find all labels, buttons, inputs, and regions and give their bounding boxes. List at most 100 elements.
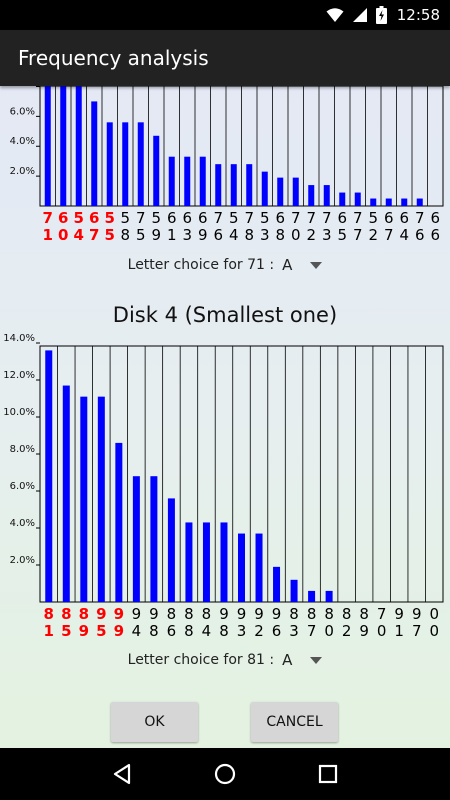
- chart2-x-tick-label: 8: [289, 605, 299, 623]
- chart2-bar: [255, 533, 263, 602]
- chart2-bar: [238, 533, 245, 602]
- chart1-bar: [215, 164, 222, 206]
- back-icon[interactable]: [102, 754, 142, 794]
- chart1-x-tick-label: 6: [337, 209, 347, 227]
- chart-title-disk4: Disk 4 (Smallest one): [112, 303, 338, 327]
- frequency-chart-disk4: 2.0%4.0%6.0%8.0%10.0%12.0%14.0%818589959…: [3, 333, 444, 640]
- chart1-x-tick-label: 3: [182, 226, 192, 244]
- letter-choice-81-spinner[interactable]: Letter choice for 81 : A: [0, 648, 450, 672]
- chart1-bar: [184, 156, 191, 206]
- chart1-y-tick-label: 2.0%: [10, 166, 35, 177]
- home-icon[interactable]: [205, 754, 245, 794]
- chart1-y-tick-label: 8.0%: [10, 86, 35, 87]
- chart1-x-tick-label: 4: [399, 226, 409, 244]
- chart1-x-tick-label: 7: [244, 209, 254, 227]
- chart1-y-tick-label: 6.0%: [10, 106, 35, 117]
- chart1-x-tick-label: 1: [43, 226, 53, 244]
- chart1-x-tick-label: 2: [368, 226, 378, 244]
- chart1-bar: [137, 122, 144, 206]
- letter-choice-71-label: Letter choice for 71 :: [127, 257, 275, 273]
- chart1-x-tick-label: 6: [399, 209, 409, 227]
- chart2-x-tick-label: 7: [307, 622, 317, 640]
- chart2-bar: [202, 522, 210, 602]
- chart2-x-tick-label: 9: [272, 605, 282, 623]
- chart2-x-tick-label: 8: [61, 605, 71, 623]
- chart1-x-tick-label: 6: [275, 209, 285, 227]
- chart1-x-tick-label: 8: [244, 226, 254, 244]
- chart2-y-tick-label: 2.0%: [10, 555, 35, 566]
- chart2-x-tick-label: 9: [114, 622, 124, 640]
- letter-choice-71-spinner[interactable]: Letter choice for 71 : A: [0, 253, 450, 277]
- chart1-x-tick-label: 5: [337, 226, 347, 244]
- chart2-x-tick-label: 9: [79, 622, 89, 640]
- chart2-x-tick-label: 8: [79, 605, 89, 623]
- chart1-bar: [370, 198, 377, 206]
- chart1-x-tick-label: 6: [58, 209, 68, 227]
- chart1-x-tick-label: 9: [198, 226, 208, 244]
- chart1-x-tick-label: 4: [74, 226, 84, 244]
- chart1-x-tick-label: 5: [105, 209, 115, 227]
- chart1-x-tick-label: 6: [167, 209, 177, 227]
- chart2-y-tick-label: 6.0%: [10, 481, 35, 492]
- chart1-x-tick-label: 7: [89, 226, 99, 244]
- chart1-x-tick-label: 7: [291, 209, 301, 227]
- chart1-bar: [292, 177, 299, 206]
- chart2-y-tick-label: 14.0%: [3, 333, 35, 344]
- chart2-x-tick-label: 7: [377, 605, 387, 623]
- chart2-x-tick-label: 8: [202, 605, 212, 623]
- battery-charging-icon: [375, 6, 387, 24]
- letter-choice-81-label: Letter choice for 81 :: [127, 652, 275, 668]
- wifi-icon: [326, 7, 344, 23]
- chart2-x-tick-label: 1: [44, 622, 54, 640]
- chart2-y-tick-label: 4.0%: [10, 518, 35, 529]
- chart2-x-tick-label: 9: [412, 605, 422, 623]
- chart1-x-tick-label: 3: [322, 226, 332, 244]
- chart1-x-tick-label: 1: [167, 226, 177, 244]
- chart2-x-tick-label: 8: [44, 605, 54, 623]
- chart2-x-tick-label: 0: [429, 622, 439, 640]
- chart1-x-tick-label: 2: [306, 226, 316, 244]
- ok-button[interactable]: OK: [111, 702, 198, 742]
- chart1-bar: [385, 198, 392, 206]
- chart1-x-tick-label: 7: [306, 209, 316, 227]
- chart2-x-tick-label: 1: [394, 622, 404, 640]
- chart1-bar: [308, 185, 315, 206]
- chart2-x-tick-label: 5: [61, 622, 71, 640]
- chart2-x-tick-label: 8: [307, 605, 317, 623]
- chart2-x-tick-label: 8: [149, 622, 159, 640]
- chart1-x-tick-label: 5: [74, 209, 84, 227]
- chart1-x-tick-label: 6: [430, 226, 440, 244]
- chart1-bar: [230, 164, 237, 206]
- recents-icon[interactable]: [308, 754, 348, 794]
- chart1-bar: [44, 86, 51, 206]
- chart2-x-tick-label: 6: [272, 622, 282, 640]
- chart2-x-tick-label: 4: [132, 622, 142, 640]
- chart2-x-tick-label: 9: [359, 622, 369, 640]
- dropdown-arrow-icon: [310, 261, 323, 269]
- letter-choice-81-value: A: [282, 651, 293, 669]
- chart2-bar: [273, 566, 281, 602]
- chart1-bar: [401, 198, 408, 206]
- chart1-bar: [199, 156, 206, 206]
- chart2-x-tick-label: 9: [132, 605, 142, 623]
- chart2-x-tick-label: 9: [149, 605, 159, 623]
- status-time: 12:58: [396, 6, 440, 24]
- chart2-x-tick-label: 8: [342, 605, 352, 623]
- chart1-x-tick-label: 6: [415, 226, 425, 244]
- chart1-x-tick-label: 0: [58, 226, 68, 244]
- chart2-x-tick-label: 5: [96, 622, 106, 640]
- chart2-x-tick-label: 7: [412, 622, 422, 640]
- cancel-button[interactable]: CANCEL: [251, 702, 338, 742]
- chart1-bar: [416, 198, 423, 206]
- chart1-x-tick-label: 6: [182, 209, 192, 227]
- chart2-x-tick-label: 8: [184, 605, 194, 623]
- chart1-x-tick-label: 6: [430, 209, 440, 227]
- chart1-bar: [246, 164, 253, 206]
- chart2-x-tick-label: 8: [184, 622, 194, 640]
- chart1-x-tick-label: 0: [291, 226, 301, 244]
- chart2-x-tick-label: 2: [342, 622, 352, 640]
- chart1-bar: [168, 156, 175, 206]
- chart1-x-tick-label: 6: [213, 226, 223, 244]
- chart1-x-tick-label: 6: [89, 209, 99, 227]
- chart2-bar: [150, 476, 158, 602]
